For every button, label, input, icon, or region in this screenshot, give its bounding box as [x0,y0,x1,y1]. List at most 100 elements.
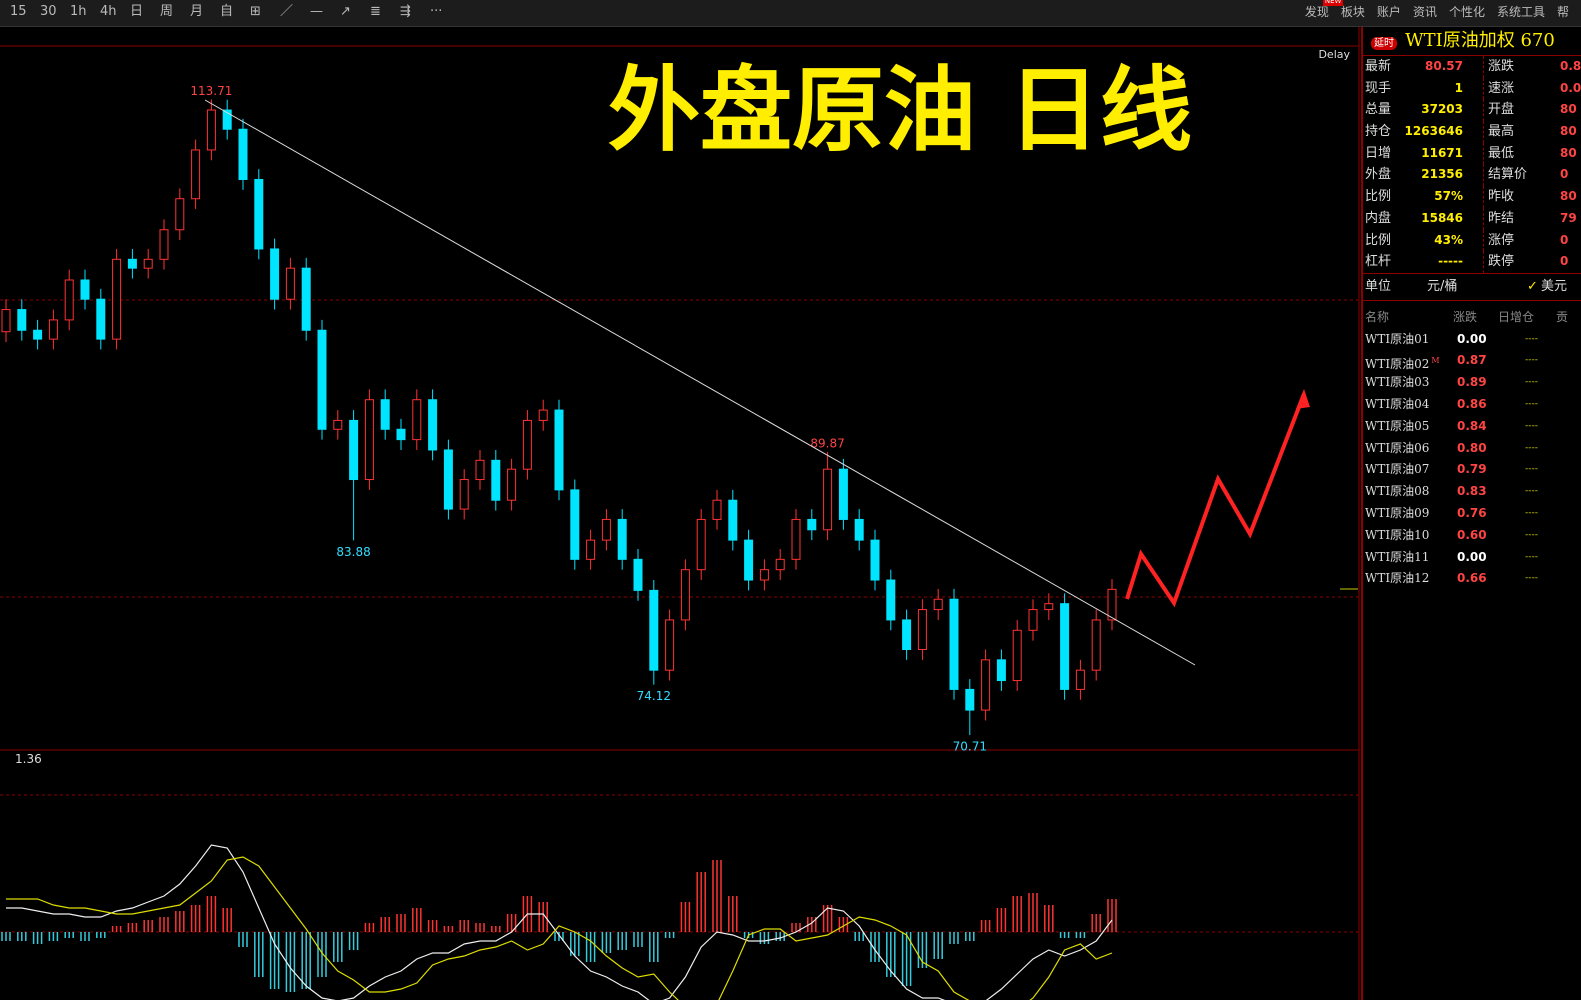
contract-oi: ---- [1525,573,1538,584]
quote-label: 杠杆 [1365,254,1392,270]
candle-body [744,539,754,581]
candle-body [317,329,327,430]
contract-oi: ---- [1525,508,1538,519]
tool-button[interactable]: 月 [190,4,204,19]
list-row[interactable]: WTI原油02 M 0.87 ---- [1363,350,1581,372]
toolbar: 15 30 1h 4h 日 周 月 自 ⊞ ／ — ↗ ≣ ⇶ ··· 发现 NEW 板块 账户 资讯 个性化 系统工具帮 [0,0,1581,27]
list-row[interactable]: WTI原油09 0.76 ---- [1363,503,1581,525]
candle-body [1107,588,1117,621]
list-row[interactable]: WTI原油04 0.86 ---- [1363,394,1581,416]
currency[interactable]: 美元 [1541,278,1568,294]
candle-body [48,319,58,340]
list-row[interactable]: WTI原油05 0.84 ---- [1363,416,1581,438]
tool-button[interactable]: 自 [220,4,234,19]
candle-body [428,399,438,451]
menu-item[interactable]: 系统工具 [1496,5,1545,19]
tool-button[interactable]: 1h [70,4,87,19]
quote-label: 最新 [1365,59,1392,74]
quote-value: 80 [1560,124,1577,139]
list-row[interactable]: WTI原油06 0.80 ---- [1363,438,1581,460]
quote-row: 比例 43% 涨停 0 [1363,229,1581,252]
tool-button[interactable]: ⊞ [250,4,261,19]
tool-button[interactable]: 30 [40,4,57,19]
contract-oi: ---- [1525,333,1538,344]
candle-body [33,329,43,340]
tool-button[interactable]: ··· [430,4,443,19]
candle-body [917,609,927,650]
list-row[interactable]: WTI原油10 0.60 ---- [1363,525,1581,547]
quote-value: ----- [1438,254,1463,269]
quote-label: 比例 [1365,232,1392,248]
menu-item[interactable]: 帮 [1556,5,1569,19]
list-row[interactable]: WTI原油11 0.00 ---- [1363,547,1581,569]
tool-button[interactable]: 4h [100,4,117,19]
tool-button[interactable]: ⇶ [400,4,411,19]
contract-change: 0.89 [1457,375,1487,390]
contract-name: WTI原油01 [1365,331,1430,346]
candle-body [633,558,643,591]
candle-body [1075,669,1085,690]
quote-label: 内盘 [1365,210,1392,226]
contract-oi: ---- [1525,355,1538,366]
candle-body [965,688,975,711]
menu-item[interactable]: 板块 [1340,5,1365,19]
quote-row: 杠杆 ----- 跌停 0 [1363,251,1581,273]
quote-label: 跌停 [1483,251,1514,273]
candle-body [680,569,690,621]
candle-body [570,489,580,560]
overlay-title: 外盘原油 日线 [608,57,1192,164]
quote-value: 1263646 [1404,124,1463,139]
list-row[interactable]: WTI原油12 0.66 ---- [1363,568,1581,590]
contract-change: 0.76 [1457,506,1487,521]
quote-value: 0 [1560,167,1569,182]
contract-change: 0.87 [1457,353,1487,368]
list-row[interactable]: WTI原油07 0.79 ---- [1363,459,1581,481]
menu-item[interactable]: 资讯 [1412,5,1437,19]
candle-body [191,149,201,200]
candle-body [886,579,896,621]
tool-button[interactable]: 日 [130,4,144,19]
list-row[interactable]: WTI原油08 0.83 ---- [1363,481,1581,503]
tool-button[interactable]: ／ [280,4,294,19]
candle-body [270,248,280,300]
candle-body [902,619,912,650]
tool-button[interactable]: — [310,4,323,19]
trend-line [204,99,1196,666]
tool-button[interactable]: 15 [10,4,27,19]
candle-body [443,449,453,510]
quote-row: 日增 11671 最低 80 [1363,142,1581,165]
tool-button[interactable]: ≣ [370,4,381,19]
candle-body [143,258,153,269]
quote-label: 总量 [1365,102,1392,118]
list-row[interactable]: WTI原油03 0.89 ---- [1363,372,1581,394]
contract-change: 0.80 [1457,440,1487,455]
quote-label: 结算价 [1483,164,1527,187]
candle-body [617,518,627,560]
list-row[interactable]: WTI原油01 0.00 ---- [1363,329,1581,351]
new-badge: NEW [1322,0,1344,6]
menu-item[interactable]: 发现 NEW [1305,0,1344,24]
contract-name: WTI原油05 [1365,418,1430,433]
contract-oi: ---- [1525,529,1538,540]
quote-value: 79 [1560,210,1577,225]
candle-body [349,419,359,481]
candle-body [1,309,11,333]
candle-body [601,518,611,541]
menu-item[interactable]: 账户 [1376,5,1401,19]
contract-change: 0.84 [1457,418,1487,433]
tool-button[interactable]: 周 [160,4,174,19]
quote-value: 80 [1560,189,1577,204]
forecast-arrow [1125,393,1306,608]
menu-item[interactable]: 个性化 [1448,5,1485,19]
quote-value: 0 [1560,232,1569,247]
candle-body [507,468,517,501]
tool-button[interactable]: ↗ [340,4,351,19]
quote-value: 80 [1560,102,1577,117]
list-header: 涨跌 [1453,309,1478,324]
contract-oi: ---- [1525,486,1538,497]
contract-name: WTI原油03 [1365,375,1430,390]
contract-oi: ---- [1525,551,1538,562]
unit-row: 单位 元/桶 ✓ 美元 [1363,274,1581,301]
arrow-head [1296,389,1310,409]
macd-dif [6,844,1113,1000]
